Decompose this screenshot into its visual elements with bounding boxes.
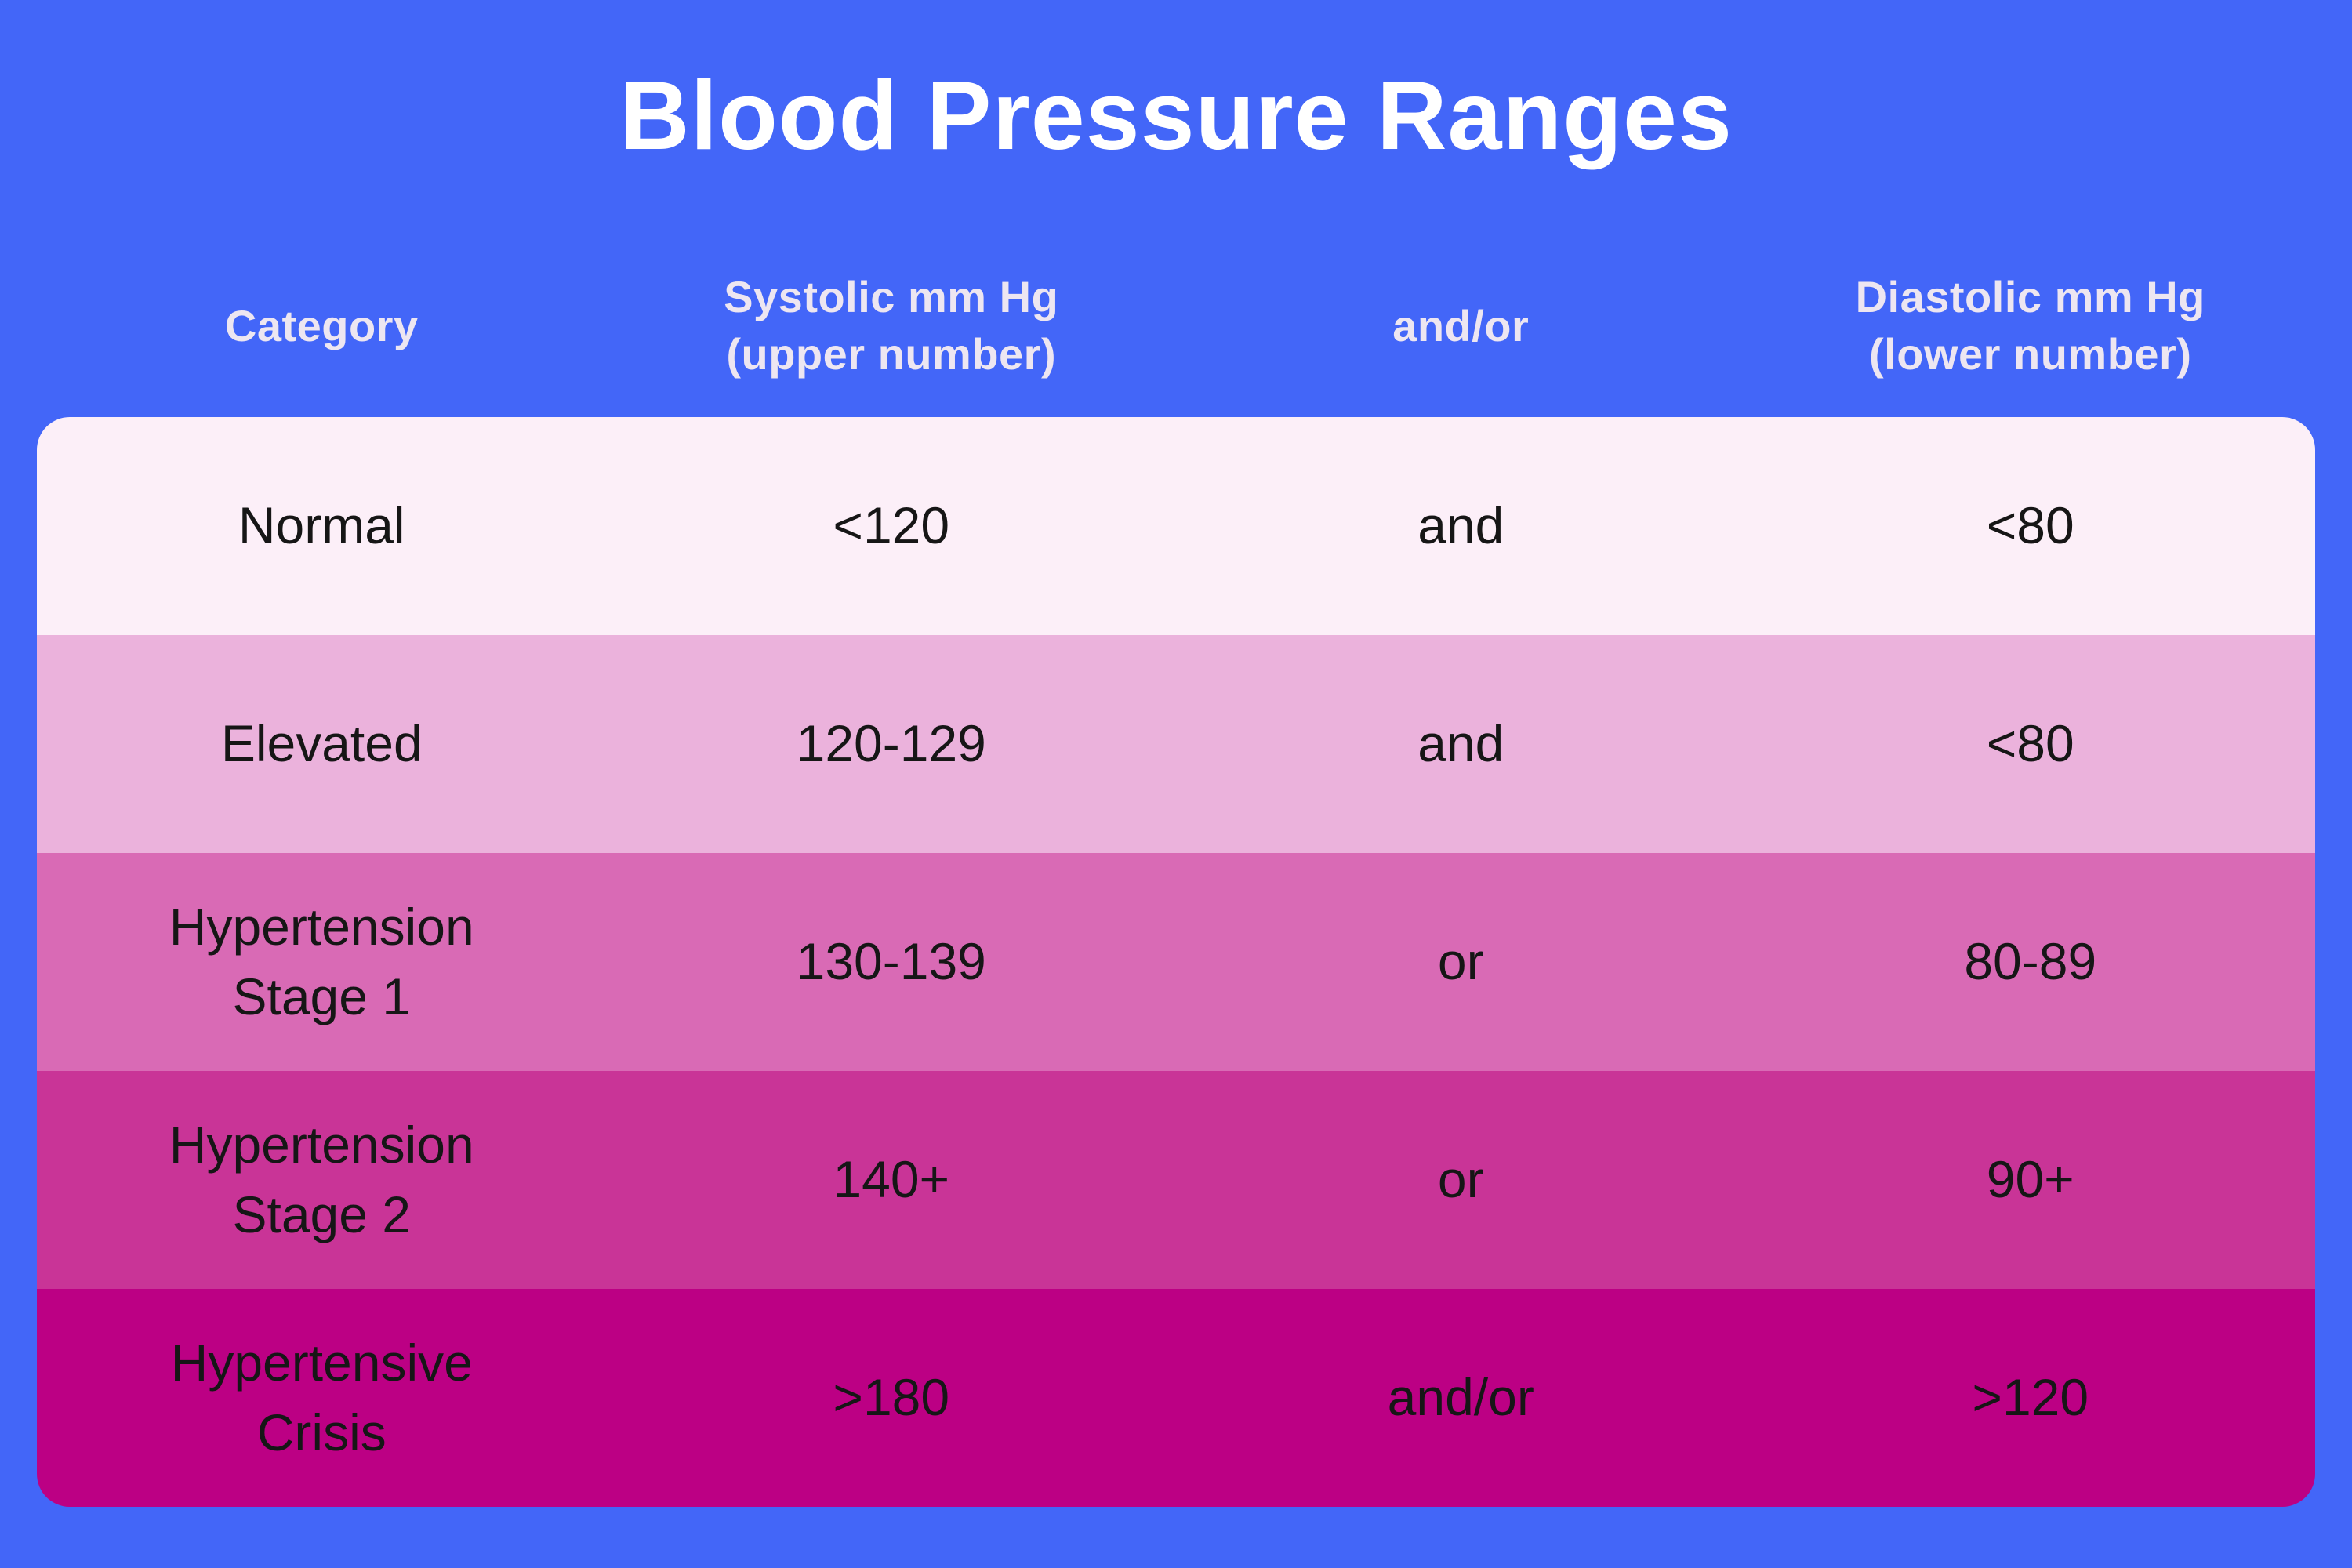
table-row: Elevated 120-129 and <80 [37,635,2315,853]
cell-category: Normal [238,496,405,555]
cell-diastolic: 80-89 [1964,932,2097,991]
cell-category: Hypertensive Crisis [170,1333,473,1461]
cell-connector: or [1437,1150,1484,1209]
cell-category: Hypertension Stage 1 [169,897,474,1025]
cell-connector: or [1437,932,1484,991]
cell-connector: and [1417,496,1504,555]
table-row: Hypertension Stage 2 140+ or 90+ [37,1071,2315,1289]
table-header-row: Category Systolic mm Hg (upper number) and… [37,256,2315,397]
cell-connector: and/or [1387,1368,1534,1427]
cell-systolic: 130-139 [796,932,986,991]
cell-diastolic: <80 [1986,714,2074,773]
cell-connector: and [1417,714,1504,773]
table-body: Normal <120 and <80 Elevated 120-129 and <80 Hyp… [37,417,2315,1507]
cell-systolic: 140+ [833,1150,950,1209]
cell-diastolic: >120 [1972,1368,2089,1427]
table-row: Hypertension Stage 1 130-139 or 80-89 [37,853,2315,1071]
header-cell-systolic: Systolic mm Hg (upper number) [724,272,1059,379]
cell-systolic: <120 [833,496,950,555]
header-cell-category: Category [224,300,419,350]
cell-diastolic: <80 [1986,496,2074,555]
cell-category: Hypertension Stage 2 [169,1115,474,1243]
cell-systolic: 120-129 [796,714,986,773]
cell-diastolic: 90+ [1986,1150,2074,1209]
header-cell-and-or: and/or [1392,300,1530,350]
header-cell-diastolic: Diastolic mm Hg (lower number) [1855,272,2205,379]
page-title: Blood Pressure Ranges [619,62,1733,170]
table-row: Normal <120 and <80 [37,417,2315,635]
cell-category: Elevated [220,714,423,773]
table-row: Hypertensive Crisis >180 and/or >120 [37,1289,2315,1507]
cell-systolic: >180 [833,1368,950,1427]
